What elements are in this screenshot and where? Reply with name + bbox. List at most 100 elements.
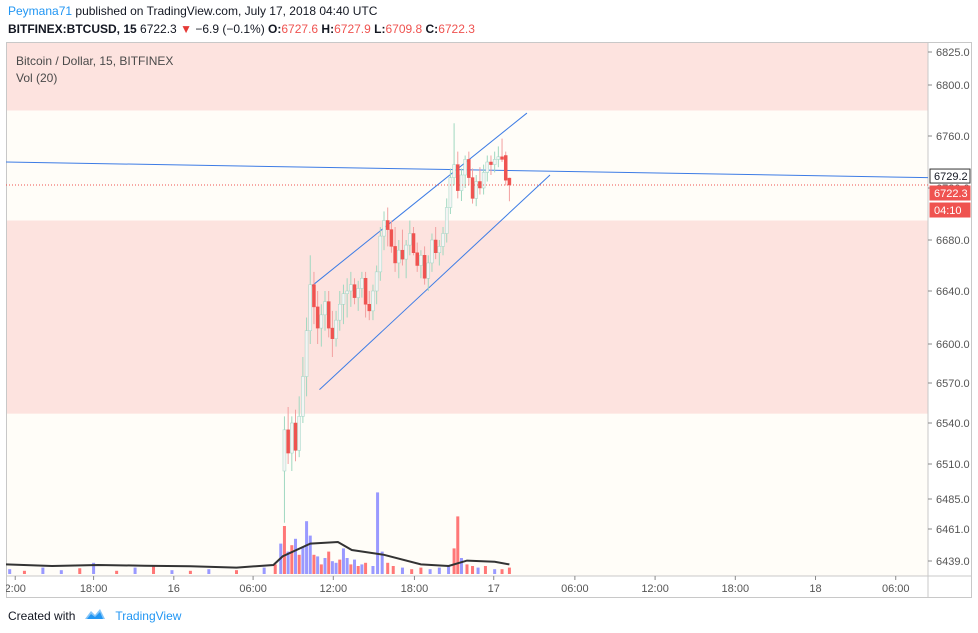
- candle-body: [319, 314, 324, 329]
- candle-body: [422, 255, 427, 279]
- down-arrow-icon: ▼: [180, 22, 192, 36]
- time-tick-label: 2:00: [6, 583, 26, 595]
- sr-zone-1: [6, 220, 928, 414]
- candle-body: [481, 172, 486, 189]
- volume-bar: [471, 566, 475, 574]
- candle-body: [470, 177, 475, 199]
- volume-bar: [207, 569, 211, 574]
- legend-indicator[interactable]: Vol (20): [16, 71, 58, 85]
- created-with-text: Created with: [8, 608, 76, 623]
- volume-bar: [235, 570, 238, 574]
- volume-bar: [273, 564, 277, 574]
- price-chart-svg[interactable]: 6825.06800.06760.06720.06680.06640.06600…: [6, 42, 972, 598]
- volume-bar: [78, 568, 82, 574]
- candle-body: [323, 301, 327, 316]
- tradingview-cloud-logo-icon[interactable]: [83, 607, 107, 624]
- open-value: 6727.6: [281, 22, 319, 36]
- chart-legend: Bitcoin / Dollar, 15, BITFINEX Vol (20): [16, 53, 173, 87]
- candle-body: [315, 306, 320, 329]
- price-tick-label: 6540.0: [936, 418, 970, 430]
- volume-bar: [364, 562, 368, 574]
- high-label: H:: [321, 22, 335, 36]
- candle-body: [293, 422, 298, 451]
- price-tick-label: 6485.0: [936, 494, 970, 506]
- volume-bar: [371, 566, 375, 574]
- symbol-label: BITFINEX:BTCUSD, 15: [8, 22, 137, 36]
- volume-bar: [386, 562, 390, 574]
- chart-area[interactable]: 6825.06800.06760.06720.06680.06640.06600…: [6, 42, 972, 598]
- volume-bar: [447, 566, 451, 574]
- candle-body: [297, 416, 301, 451]
- candle-body: [452, 164, 456, 178]
- time-tick-label: 18: [809, 583, 821, 595]
- volume-bar: [301, 546, 305, 574]
- time-tick-label: 12:00: [641, 583, 669, 595]
- volume-bar: [419, 567, 423, 574]
- volume-bar: [507, 567, 511, 574]
- volume-bar: [349, 564, 353, 574]
- volume-bar: [41, 567, 45, 574]
- candle-body: [356, 288, 360, 298]
- volume-bar: [459, 558, 463, 574]
- candle-body: [304, 330, 309, 377]
- candle-body: [433, 239, 438, 253]
- candle-body: [411, 233, 416, 253]
- trendline-1: [309, 112, 528, 288]
- volume-bar: [391, 566, 395, 574]
- volume-bar: [338, 559, 342, 574]
- candle-body: [467, 159, 471, 178]
- tradingview-brand-link[interactable]: TradingView: [115, 608, 182, 623]
- candle-body: [374, 271, 379, 292]
- author-link[interactable]: Peymana71: [8, 4, 73, 18]
- price-label-countdown: 04:10: [934, 205, 962, 217]
- price-label-line: 6729.2: [934, 171, 968, 183]
- volume-bar: [376, 492, 380, 574]
- candle-body: [426, 262, 431, 279]
- volume-bar: [319, 564, 323, 574]
- volume-bar: [456, 516, 460, 574]
- volume-bar: [262, 567, 266, 574]
- time-tick-label: 06:00: [561, 583, 589, 595]
- volume-bar: [353, 559, 357, 574]
- volume-bar: [400, 567, 404, 574]
- volume-bar: [334, 562, 338, 574]
- volume-bar: [476, 567, 480, 574]
- price-tick-label: 6800.0: [936, 80, 970, 92]
- volume-bar: [312, 554, 316, 574]
- volume-bar: [133, 567, 137, 574]
- candle-body: [489, 161, 493, 165]
- volume-bar: [465, 564, 469, 574]
- publish-info: Peymana71 published on TradingView.com, …: [8, 4, 377, 18]
- candle-body: [408, 233, 412, 246]
- candle-body: [404, 244, 408, 260]
- close-value: 6722.3: [438, 22, 475, 36]
- volume-bar: [345, 558, 349, 574]
- volume-bar: [22, 570, 26, 574]
- volume-bar: [356, 566, 360, 574]
- candle-body: [282, 429, 287, 472]
- price-tick-label: 6680.0: [936, 235, 970, 247]
- price-tick-label: 6439.0: [936, 556, 970, 568]
- candle-body: [441, 233, 445, 247]
- volume-bar: [428, 569, 432, 574]
- candle-body: [415, 252, 419, 266]
- price-tick-label: 6461.0: [936, 524, 970, 536]
- volume-ma-line: [6, 540, 510, 569]
- candle-body: [496, 156, 501, 160]
- time-tick-label: 16: [168, 583, 180, 595]
- volume-bar: [316, 556, 320, 574]
- volume-bar: [500, 569, 504, 574]
- volume-bar: [323, 558, 327, 574]
- price-label-box: [929, 202, 971, 218]
- candle-body: [503, 155, 508, 181]
- candle-body: [352, 284, 357, 298]
- volume-bar: [341, 548, 345, 574]
- time-tick-label: 06:00: [882, 583, 910, 595]
- price-tick-label: 6825.0: [936, 47, 970, 59]
- chart-border: [6, 42, 972, 598]
- volume-bar: [380, 551, 384, 574]
- volume-bar: [360, 564, 364, 574]
- candle-body: [312, 284, 316, 308]
- volume-bar: [483, 566, 487, 574]
- time-tick-label: 17: [488, 583, 500, 595]
